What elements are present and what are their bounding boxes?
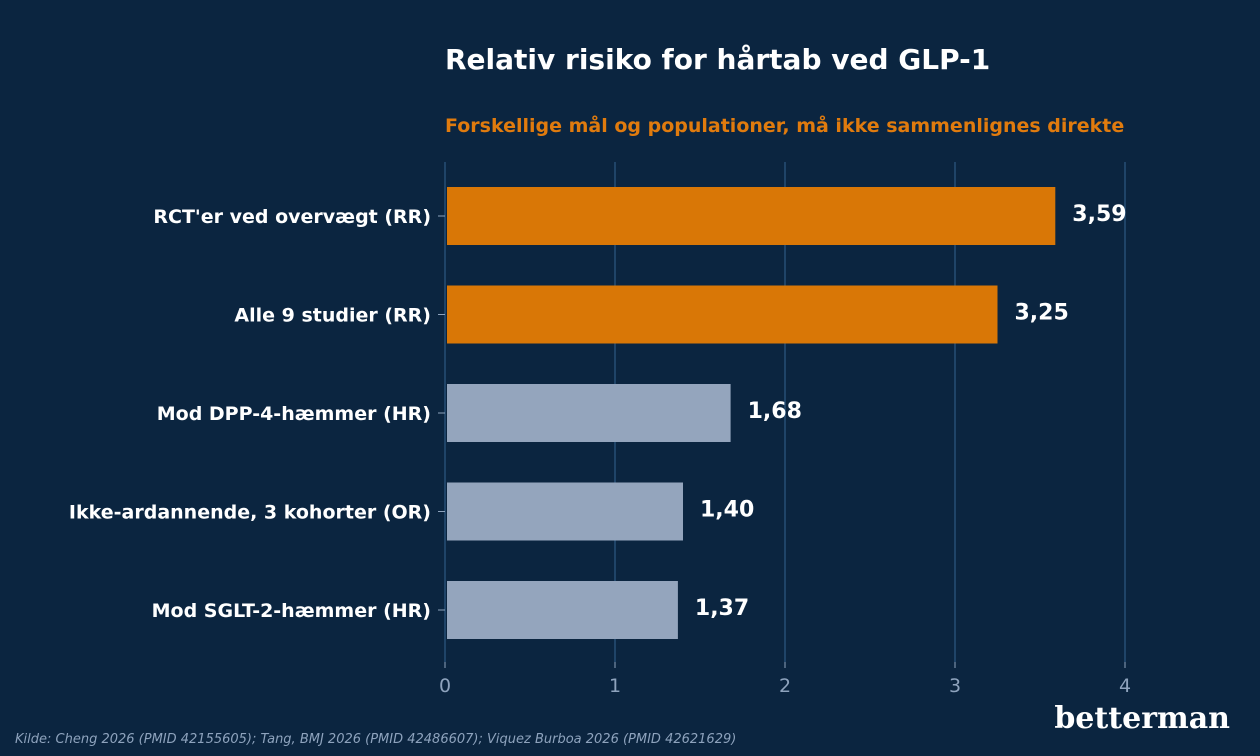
x-axis: 0 1 2 3 4 xyxy=(439,662,1131,697)
x-tick-label: 0 xyxy=(439,675,451,697)
bars: 3,59 3,25 1,68 1,40 1,37 xyxy=(447,187,1127,639)
bar xyxy=(447,187,1056,245)
x-tick-label: 4 xyxy=(1119,675,1131,697)
category-labels: RCT'er ved overvægt (RR) Alle 9 studier (… xyxy=(69,206,445,622)
bar-value-label: 1,68 xyxy=(748,399,802,424)
bar-value-label: 3,25 xyxy=(1015,301,1069,326)
bar-value-label: 1,37 xyxy=(695,596,749,621)
bar xyxy=(447,384,731,442)
source-note: Kilde: Cheng 2026 (PMID 42155605); Tang,… xyxy=(15,732,736,747)
bar-value-label: 3,59 xyxy=(1072,202,1126,227)
bar-value-label: 1,40 xyxy=(700,498,754,523)
category-label: RCT'er ved overvægt (RR) xyxy=(153,206,431,228)
chart-title: Relativ risiko for hårtab ved GLP-1 xyxy=(445,43,990,76)
category-label: Mod SGLT-2-hæmmer (HR) xyxy=(152,600,431,622)
category-label: Mod DPP-4-hæmmer (HR) xyxy=(157,403,431,425)
brand-logo: betterman xyxy=(1054,701,1230,736)
bar xyxy=(447,581,678,639)
chart-subtitle: Forskellige mål og populationer, må ikke… xyxy=(445,113,1124,137)
gridlines xyxy=(444,162,1126,662)
x-tick-label: 1 xyxy=(609,675,621,697)
category-label: Ikke-ardannende, 3 kohorter (OR) xyxy=(69,502,431,524)
bar xyxy=(447,482,683,541)
x-tick-label: 3 xyxy=(949,675,961,697)
x-tick-label: 2 xyxy=(779,675,791,697)
category-label: Alle 9 studier (RR) xyxy=(234,305,431,327)
bar xyxy=(447,285,998,344)
